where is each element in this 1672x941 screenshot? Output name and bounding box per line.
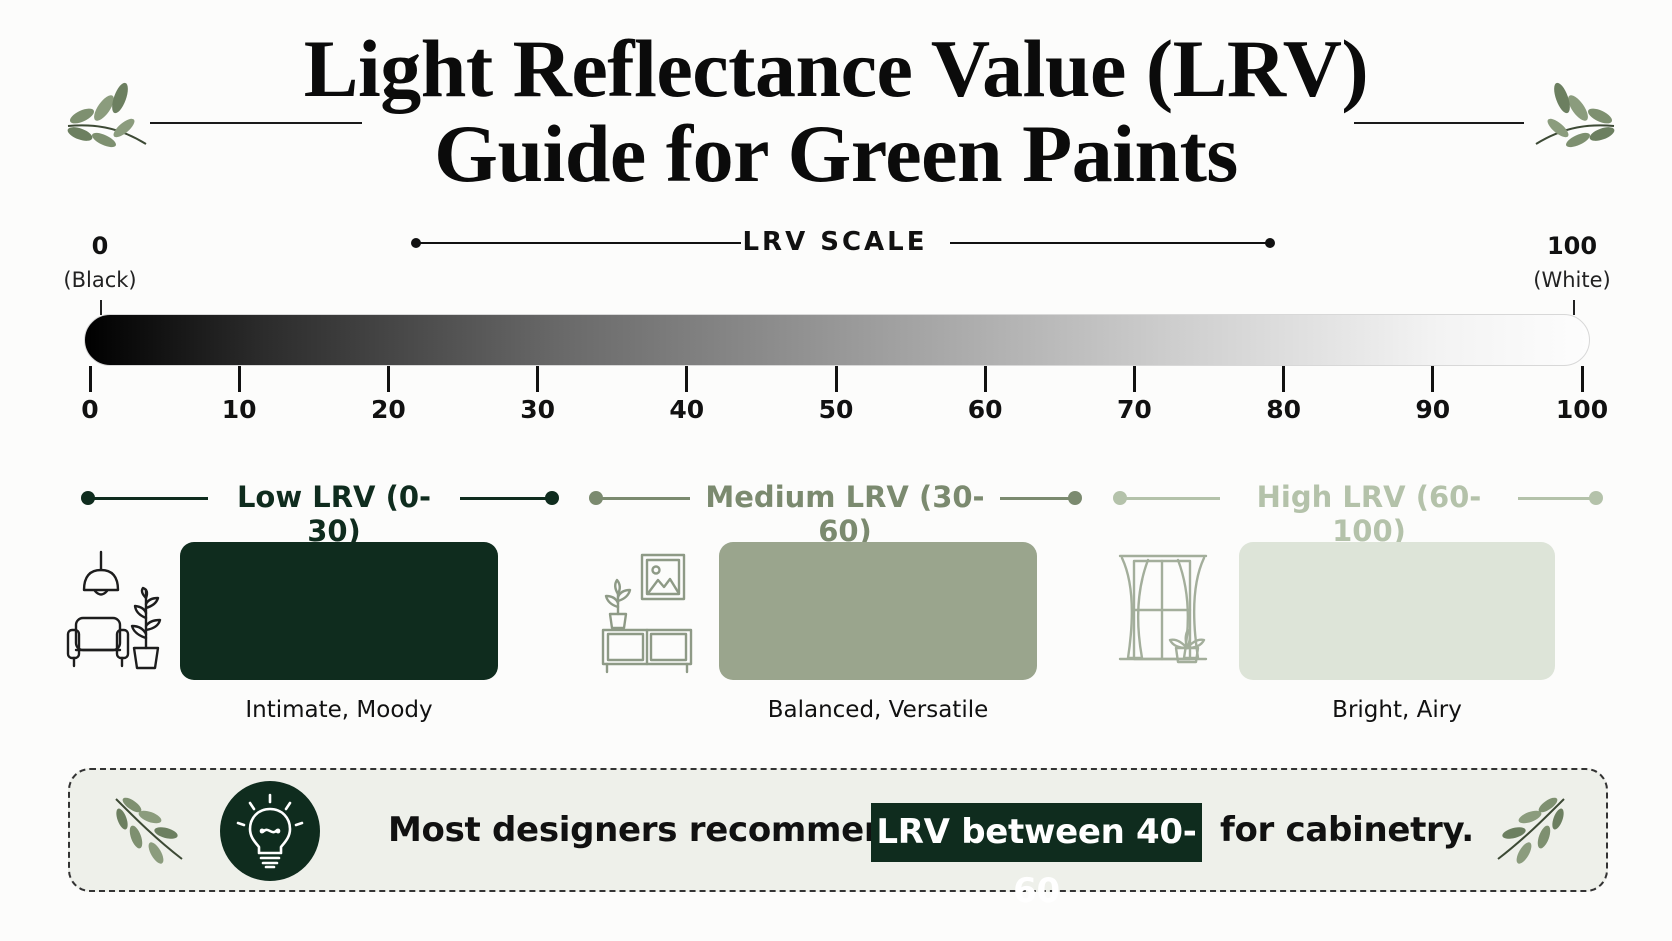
- medium-lrv-title: Medium LRV (30-60): [705, 480, 985, 548]
- scale-max-value: 100: [1546, 232, 1598, 260]
- scale-tick-label: 40: [669, 395, 705, 424]
- medium-header-dot-right: [1068, 491, 1082, 505]
- low-header-dot-right: [545, 491, 559, 505]
- scale-tick: [536, 366, 540, 392]
- leaf-sprig-icon: [115, 797, 183, 864]
- medium-header-rule-right: [1000, 497, 1075, 500]
- scale-tick: [1431, 366, 1435, 392]
- scale-tick: [834, 366, 838, 392]
- scale-tick-label: 0: [81, 395, 99, 424]
- title-rule-left: [150, 122, 362, 124]
- page-title-line-2: Guide for Green Paints: [434, 108, 1238, 199]
- tip-box: [68, 768, 1608, 892]
- high-lrv-swatch: [1239, 542, 1555, 680]
- medium-header-rule-left: [596, 497, 690, 500]
- dresser-icon: [601, 553, 693, 674]
- tip-text-after: for cabinetry.: [1220, 810, 1474, 850]
- scale-heading-rule-right: [950, 242, 1270, 244]
- scale-tick: [237, 366, 241, 392]
- tip-highlight: LRV between 40-60: [871, 803, 1202, 911]
- scale-max-marker: [1573, 300, 1575, 315]
- scale-tick: [1282, 366, 1286, 392]
- scale-tick-label: 10: [221, 395, 257, 424]
- medium-lrv-caption: Balanced, Versatile: [767, 697, 989, 723]
- lightbulb-icon: [236, 793, 304, 869]
- leaf-sprig-icon: [67, 82, 147, 148]
- scale-tick-label: 50: [818, 395, 854, 424]
- scale-tick-label: 80: [1266, 395, 1301, 424]
- low-lrv-title: Low LRV (0-30): [236, 480, 432, 548]
- scale-tick: [983, 366, 987, 392]
- high-header-rule-left: [1120, 497, 1220, 500]
- title-rule-right: [1354, 122, 1524, 124]
- scale-tick-label: 20: [370, 395, 406, 424]
- low-header-rule-right: [460, 497, 552, 500]
- scale-min-value: 0: [91, 232, 109, 260]
- scale-tick-label: 60: [967, 395, 1003, 424]
- low-lrv-caption: Intimate, Moody: [245, 697, 433, 723]
- low-lrv-swatch: [180, 542, 498, 680]
- high-header-rule-right: [1518, 497, 1596, 500]
- scale-tick: [88, 366, 92, 392]
- scale-max-label: (White): [1533, 268, 1611, 292]
- scale-min-marker: [100, 300, 102, 315]
- scale-tick-label: 90: [1415, 395, 1451, 424]
- scale-tick-label: 100: [1555, 395, 1609, 424]
- scale-tick-label: 70: [1116, 395, 1152, 424]
- high-header-dot-right: [1589, 491, 1603, 505]
- living-room-icon: [66, 550, 162, 670]
- lrv-gradient-bar: [84, 314, 1590, 366]
- scale-heading-rule-left: [416, 242, 741, 244]
- low-header-rule-left: [88, 497, 208, 500]
- high-lrv-title: High LRV (60-100): [1256, 480, 1482, 548]
- leaf-sprig-icon: [1535, 82, 1615, 148]
- scale-heading: LRV SCALE: [742, 227, 928, 257]
- medium-lrv-swatch: [719, 542, 1037, 680]
- scale-tick: [1132, 366, 1136, 392]
- scale-min-label: (Black): [63, 268, 137, 292]
- scale-heading-dot-right: [1265, 238, 1275, 248]
- lightbulb-badge: [220, 781, 320, 881]
- window-icon: [1118, 554, 1208, 664]
- scale-tick: [1580, 366, 1584, 392]
- page-title-line-1: Light Reflectance Value (LRV): [303, 23, 1369, 114]
- scale-tick: [685, 366, 689, 392]
- scale-tick: [386, 366, 390, 392]
- high-lrv-caption: Bright, Airy: [1332, 697, 1462, 723]
- scale-tick-label: 30: [520, 395, 555, 424]
- leaf-sprig-icon: [1497, 797, 1565, 864]
